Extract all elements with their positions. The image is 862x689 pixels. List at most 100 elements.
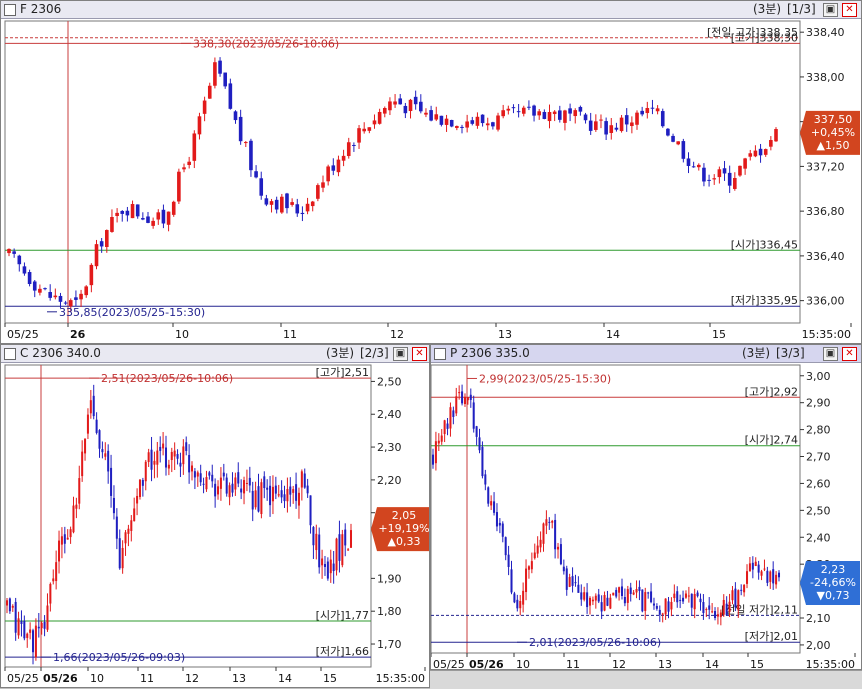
candle-body [705,609,708,611]
candle-body [495,512,498,527]
candle-body [306,485,309,494]
candle-body [552,111,557,115]
candle-body [769,140,773,147]
restore-icon[interactable]: ▣ [393,347,408,361]
candle-body [74,297,78,300]
x-axis-tick-label: 12 [390,328,404,341]
candle-body [532,105,536,116]
candle-body [192,133,197,161]
candle-body [650,591,653,603]
candle-body [346,142,351,157]
y-axis-tick-label: 2,50 [377,375,402,388]
candle-body [480,114,485,124]
candle-body [551,520,554,523]
candle-body [519,601,522,609]
x-axis-tick-label: 05/26 [43,672,78,685]
candle-body [458,392,461,394]
pane-select-checkbox[interactable] [4,348,16,360]
candle-body [449,407,452,429]
candle-body [110,216,114,232]
candle-body [635,112,639,125]
candle-body [559,544,562,565]
close-icon[interactable]: ✕ [842,347,857,361]
candle-body [243,142,248,144]
y-axis-tick-label: 1,70 [377,638,402,651]
candle-body [309,495,312,526]
candle-body [283,494,286,502]
candle-body [305,203,310,212]
candle-body [159,446,162,451]
x-axis-tick-label: 14 [705,658,719,670]
candle-body [249,140,253,171]
pane-title-bar[interactable]: C 2306 340.0 (3분) [2/3] ▣ ✕ [1,345,429,363]
candle-body [170,451,173,461]
candle-body [463,396,467,405]
candle-body [644,592,647,611]
candle-body [714,611,717,618]
candle-body [580,592,583,600]
pane-select-checkbox[interactable] [434,348,446,360]
chart-scroll-bar[interactable] [430,670,862,689]
candle-body [717,169,722,178]
candle-body [586,592,589,608]
pane-title-bar[interactable]: P 2306 335.0 (3분) [3/3] ▣ ✕ [431,345,861,363]
candle-body [213,62,217,86]
x-axis-tick-label: 13 [658,658,672,670]
call-option-chart-pane: C 2306 340.0 (3분) [2/3] ▣ ✕ 2,50 2,40 2,30… [0,344,430,688]
candle-body [280,490,283,498]
put-option-candlestick-chart[interactable]: 3,002,902,802,702,602,502,402,302,102,00… [431,363,861,670]
candle-body [434,441,437,464]
x-axis-tick-label: 15:35:00 [802,328,851,341]
candle-body [238,116,243,142]
candle-body [568,108,572,114]
candle-body [382,108,387,114]
candle-body [604,121,608,135]
price-level-label: [전일 저가]2,11 [721,602,798,616]
candle-body [141,218,145,220]
candle-body [542,523,545,544]
candle-body [8,598,11,612]
candle-body [711,611,714,613]
pane-title-bar[interactable]: F 2306 (3분) [1/3] ▣ ✕ [1,1,861,19]
candle-body [133,508,136,522]
close-icon[interactable]: ✕ [412,347,427,361]
candle-body [444,118,449,125]
candle-body [600,602,603,612]
call-option-candlestick-chart[interactable]: 2,502,402,302,202,101,901,801,7005/2505/… [1,363,429,688]
candle-body [493,501,496,513]
restore-icon[interactable]: ▣ [823,3,838,17]
candle-body [335,538,338,571]
price-level-label: [시가]2,74 [745,434,798,447]
candle-body [719,612,722,618]
restore-icon[interactable]: ▣ [823,347,838,361]
candle-body [269,201,274,205]
candle-body [626,589,629,603]
candle-body [609,597,612,609]
candle-body [69,529,72,538]
candle-body [231,483,234,493]
candle-body [568,577,571,587]
candle-body [743,158,747,169]
x-axis-tick-label: 13 [498,328,512,341]
pane-select-checkbox[interactable] [4,4,16,16]
candle-body [263,476,266,489]
current-price-tag-text: ▲0,33 [388,535,421,548]
close-icon[interactable]: ✕ [842,3,857,17]
candle-body [187,161,191,165]
x-axis-tick-label: 05/25 [433,658,465,670]
candle-body [521,107,526,114]
y-axis-tick-label: 2,80 [806,424,831,437]
candle-body [629,587,632,594]
y-axis-tick-label: 2,40 [806,531,831,544]
pane-title: F 2306 [20,2,62,16]
candle-body [658,609,661,615]
x-axis-tick-label: 12 [185,672,199,685]
candle-body [527,106,531,108]
candle-body [667,601,670,612]
candle-body [58,295,63,302]
candle-body [32,281,37,291]
candle-body [32,630,35,653]
candle-body [647,592,650,594]
futures-candlestick-chart[interactable]: 338,40338,00337,60337,20336,80336,40336,… [1,19,861,344]
candle-body [362,128,366,132]
